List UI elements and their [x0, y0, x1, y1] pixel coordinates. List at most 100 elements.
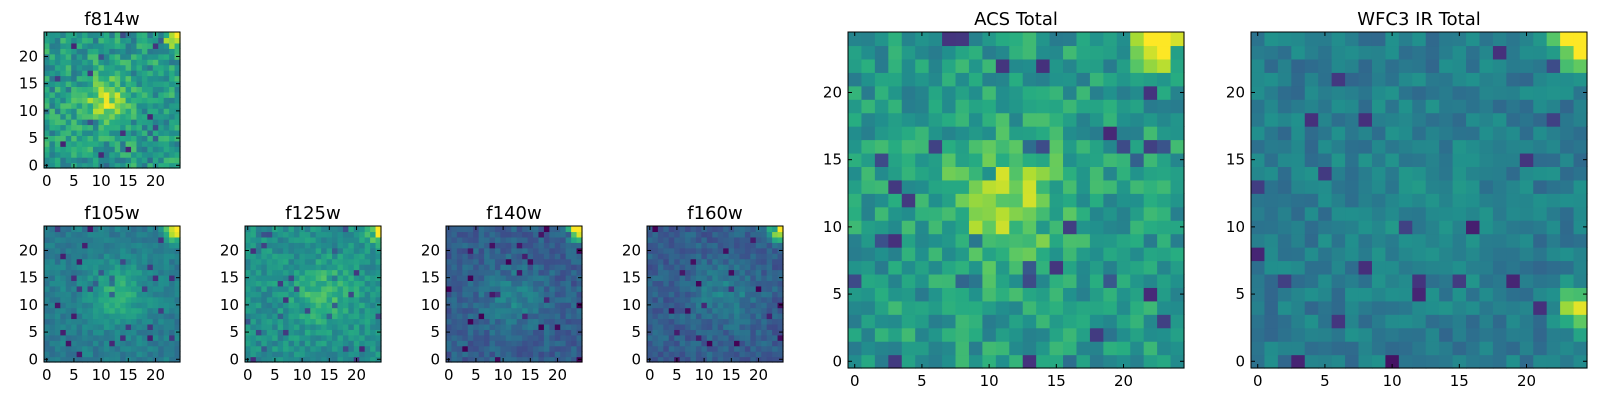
heatmap-cell [255, 356, 262, 363]
heatmap-cell [1371, 72, 1386, 87]
heatmap-cell [1251, 112, 1266, 127]
heatmap-cell [888, 45, 903, 60]
heatmap-cell [321, 264, 328, 271]
heatmap-cell [734, 269, 741, 276]
heatmap-cell [1264, 341, 1279, 356]
heatmap-cell [1170, 273, 1185, 288]
heatmap-cell [734, 345, 741, 352]
heatmap-cell [982, 166, 997, 181]
heatmap-cell [255, 242, 262, 249]
heatmap-cell [288, 226, 295, 233]
heatmap-cell [549, 231, 556, 238]
heatmap-cell [1412, 45, 1427, 60]
heatmap-cell [370, 329, 377, 336]
heatmap-cell [342, 226, 349, 233]
y-tick-label: 0 [430, 350, 440, 368]
heatmap-cell [1103, 354, 1118, 369]
heatmap-cell [516, 226, 523, 233]
heatmap-cell [1009, 179, 1024, 194]
heatmap-cell [359, 269, 366, 276]
heatmap-cell [576, 231, 583, 238]
heatmap-cell [467, 296, 474, 303]
heatmap-cell [1291, 206, 1306, 221]
heatmap-cell [1036, 58, 1051, 73]
heatmap-cell [543, 258, 550, 265]
heatmap-cell [131, 59, 138, 66]
heatmap-cell [1089, 99, 1104, 114]
heatmap-cell [734, 247, 741, 254]
heatmap-cell [158, 264, 165, 271]
heatmap-cell [712, 329, 719, 336]
heatmap-cell [82, 285, 89, 292]
heatmap-cell [54, 64, 61, 71]
heatmap-cell [712, 226, 719, 233]
heatmap-cell [695, 323, 702, 330]
heatmap-cell [1331, 314, 1346, 329]
heatmap-cell [1076, 314, 1091, 329]
heatmap-cell [1533, 166, 1548, 181]
heatmap-cell [1492, 314, 1507, 329]
heatmap-cell [49, 119, 56, 126]
heatmap-cell [1466, 112, 1481, 127]
heatmap-cell [152, 264, 159, 271]
heatmap-cell [750, 285, 757, 292]
heatmap-cell [1560, 72, 1575, 87]
heatmap-cell [87, 42, 94, 49]
heatmap-cell [522, 231, 529, 238]
heatmap-cell [995, 273, 1010, 288]
heatmap-cell [456, 340, 463, 347]
heatmap-cell [533, 242, 540, 249]
heatmap-cell [169, 53, 176, 60]
heatmap-cell [49, 86, 56, 93]
heatmap-cell [942, 273, 957, 288]
heatmap-cell [109, 356, 116, 363]
heatmap-cell [701, 258, 708, 265]
heatmap-cell [874, 206, 889, 221]
heatmap-cell [71, 108, 78, 115]
heatmap-cell [87, 318, 94, 325]
heatmap-cell [1398, 247, 1413, 262]
heatmap-cell [489, 351, 496, 358]
heatmap-cell [674, 302, 681, 309]
heatmap-cell [861, 112, 876, 127]
heatmap-cell [158, 86, 165, 93]
heatmap-cell [136, 323, 143, 330]
heatmap-cell [560, 329, 567, 336]
heatmap-cell [766, 291, 773, 298]
heatmap-cell [663, 340, 670, 347]
heatmap-cell [54, 318, 61, 325]
heatmap-cell [1009, 314, 1024, 329]
heatmap-cell [968, 314, 983, 329]
heatmap-cell [739, 242, 746, 249]
heatmap-cell [706, 231, 713, 238]
heatmap-cell [364, 302, 371, 309]
heatmap-cell [1358, 300, 1373, 315]
heatmap-cell [690, 258, 697, 265]
heatmap-cell [92, 135, 99, 142]
heatmap-cell [82, 86, 89, 93]
heatmap-cell [995, 260, 1010, 275]
heatmap-cell [92, 108, 99, 115]
heatmap-cell [65, 291, 72, 298]
heatmap-cell [98, 231, 105, 238]
heatmap-cell [1049, 139, 1064, 154]
heatmap-cell [1130, 72, 1145, 87]
heatmap-cell [657, 280, 664, 287]
heatmap-cell [968, 45, 983, 60]
heatmap-cell [571, 291, 578, 298]
heatmap-cell [92, 42, 99, 49]
heatmap-cell [467, 236, 474, 243]
heatmap-cell [136, 59, 143, 66]
heatmap-cell [87, 80, 94, 87]
heatmap-cell [337, 318, 344, 325]
heatmap-cell [663, 307, 670, 314]
heatmap-cell [342, 329, 349, 336]
heatmap-cell [1022, 287, 1037, 302]
heatmap-cell [538, 329, 545, 336]
panel-title: f125w [285, 203, 340, 224]
heatmap-cell [695, 226, 702, 233]
heatmap-cell [136, 258, 143, 265]
heatmap-cell [163, 102, 170, 109]
x-tick-label: 0 [1253, 372, 1263, 390]
heatmap-cell [968, 126, 983, 141]
